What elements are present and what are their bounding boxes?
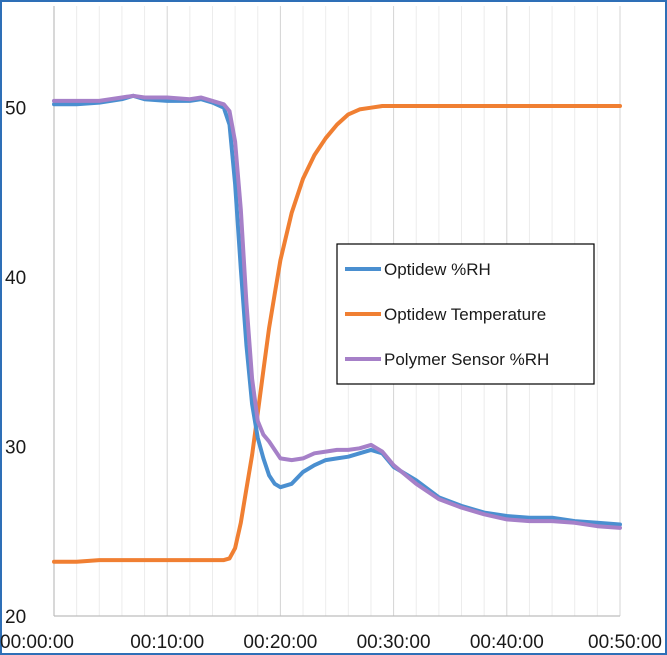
x-tick-label: 00:20:00 <box>243 632 317 653</box>
axes <box>53 6 620 617</box>
x-tick-label: 00:00:00 <box>0 632 74 653</box>
y-tick-label: 50 <box>5 99 26 120</box>
x-tick-label: 00:50:00 <box>588 632 662 653</box>
y-tick-labels: 20 30 40 50 <box>5 99 26 628</box>
y-tick-label: 40 <box>5 268 26 289</box>
legend-label-optidew-rh: Optidew %RH <box>384 260 491 279</box>
y-tick-label: 20 <box>5 607 26 628</box>
legend-label-polymer-sensor-rh: Polymer Sensor %RH <box>384 350 549 369</box>
legend: Optidew %RH Optidew Temperature Polymer Se… <box>336 243 595 385</box>
series-lines <box>52 93 622 564</box>
series-line-polymer-sensor-rh <box>52 93 622 530</box>
series-line-optidew-temperature <box>52 104 622 564</box>
x-tick-labels: 00:00:00 00:10:00 00:20:00 00:30:00 00:40:00… <box>0 632 662 653</box>
legend-label-optidew-temperature: Optidew Temperature <box>384 305 546 324</box>
x-tick-label: 00:10:00 <box>130 632 204 653</box>
y-tick-label: 30 <box>5 438 26 459</box>
x-tick-label: 00:30:00 <box>357 632 431 653</box>
x-tick-label: 00:40:00 <box>470 632 544 653</box>
